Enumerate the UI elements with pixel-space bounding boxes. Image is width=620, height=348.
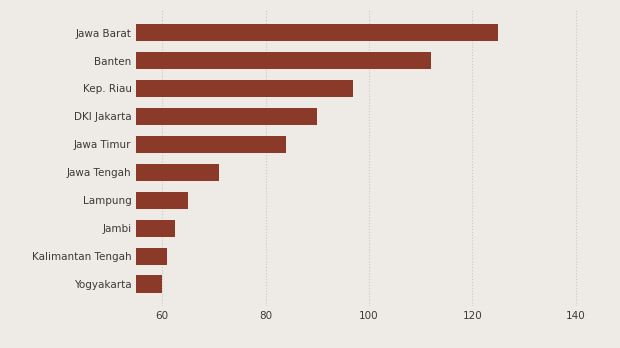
Bar bbox=[136, 52, 431, 69]
Bar bbox=[136, 108, 317, 125]
Bar bbox=[136, 24, 498, 41]
Bar bbox=[136, 220, 175, 237]
Bar bbox=[136, 247, 167, 265]
Bar bbox=[136, 164, 219, 181]
Bar bbox=[136, 276, 162, 293]
Bar bbox=[136, 80, 353, 97]
Bar bbox=[136, 136, 286, 153]
Bar bbox=[136, 192, 188, 209]
